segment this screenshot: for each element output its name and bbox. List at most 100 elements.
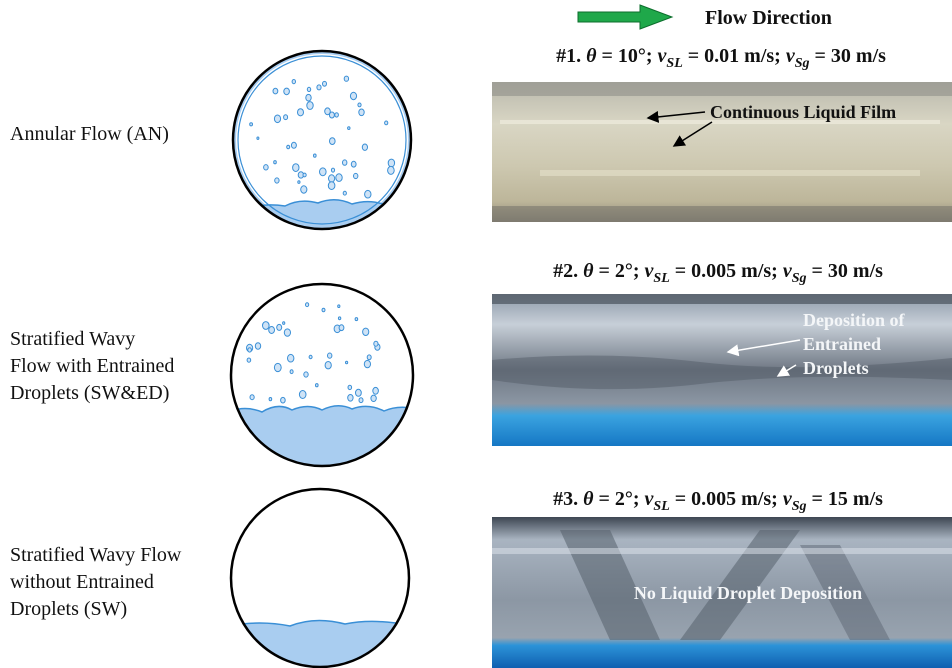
droplet [306,101,314,110]
droplet [345,360,349,365]
droplet [256,136,260,140]
photo: Deposition of Entrained Droplets [492,294,952,446]
droplet [303,371,309,378]
droplet [305,302,310,308]
label-line: Droplets (SW) [10,598,127,620]
droplet [283,328,291,337]
droplet [268,326,276,334]
caption-part: θ [583,488,594,510]
droplet [342,190,347,196]
droplet [358,108,365,117]
droplet [370,394,377,402]
droplet [305,93,312,102]
droplet [263,164,269,171]
droplet [249,394,255,401]
sw-section [231,619,409,667]
pipe [229,487,411,668]
film-edge [237,55,407,225]
droplet [280,396,286,404]
caption-part: Sg [795,56,810,71]
droplet [328,174,336,183]
droplet [313,153,317,158]
caption-part: #1. [556,45,586,67]
droplet [338,324,345,332]
droplet [354,317,359,322]
droplet [347,394,354,402]
label-line: Droplets (SW&ED) [10,382,169,404]
droplet [273,114,282,124]
caption-part: #3. [553,488,583,510]
swed-section [231,405,413,466]
caption-part: = 2°; [593,260,644,282]
row-label: Stratified Wavy Flow without Entrained D… [10,544,206,620]
droplets [249,75,396,199]
droplet [337,304,341,309]
droplet [316,84,322,91]
droplet [387,165,395,175]
caption-part: #2. [553,260,583,282]
droplet [292,163,300,173]
caption-part: = 30 m/s [807,260,884,282]
caption: #2. θ = 2°; vSL = 0.005 m/s; vSg = 30 m/… [553,260,883,286]
droplet [315,383,319,388]
droplet [363,359,371,369]
droplet [319,167,327,177]
caption-part: v [645,488,655,510]
droplet [350,160,357,168]
annotation: Continuous Liquid Film [710,102,896,122]
pipe [231,49,413,231]
label-line: without Entrained [10,571,154,593]
droplet [329,137,336,146]
caption-part: = 0.01 m/s; [683,45,786,67]
annotation-line: Deposition of [803,310,906,330]
label-line: Stratified Wavy [10,328,135,350]
droplet [291,79,296,85]
droplet [247,347,252,353]
caption-part: = 30 m/s [810,45,887,67]
droplet [283,87,290,96]
caption-part: v [658,45,668,67]
droplet [384,120,389,126]
caption: #3. θ = 2°; vSL = 0.005 m/s; vSg = 15 m/… [553,488,883,514]
droplet [289,369,294,375]
label-line: Stratified Wavy Flow [10,544,182,566]
droplet [246,357,252,363]
droplet [342,159,348,166]
caption-part: Sg [792,499,807,514]
caption-part: θ [586,45,597,67]
droplet [276,323,283,331]
annotation: Deposition of Entrained Droplets [803,310,936,378]
caption: #1. θ = 10°; vSL = 0.01 m/s; vSg = 30 m/… [556,45,886,71]
droplet [327,181,336,191]
droplet [327,352,333,359]
photo: No Liquid Droplet Deposition [492,517,952,668]
caption-part: v [783,488,793,510]
caption-part: SL [653,499,669,514]
droplet [387,158,396,168]
droplet [349,91,358,101]
row-label: Stratified Wavy Flow with Entrained Drop… [10,328,199,404]
droplet [297,108,304,117]
droplet [300,185,308,194]
droplet [249,122,254,127]
droplet [302,172,307,178]
droplet [321,307,326,313]
droplet [262,321,270,330]
caption-part: = 0.005 m/s; [670,488,783,510]
annotation-line: Droplets [803,358,869,378]
caption-part: SL [653,271,669,286]
droplet [324,361,332,370]
droplet [308,354,313,360]
annular-section [233,51,411,229]
flow-arrow [577,4,674,30]
droplet [343,75,350,82]
row-label: Annular Flow (AN) [10,123,169,145]
droplet [373,340,379,347]
droplet [272,87,279,95]
droplet [372,386,379,395]
droplet [254,342,262,350]
pipe [229,282,415,468]
droplet [273,160,277,165]
